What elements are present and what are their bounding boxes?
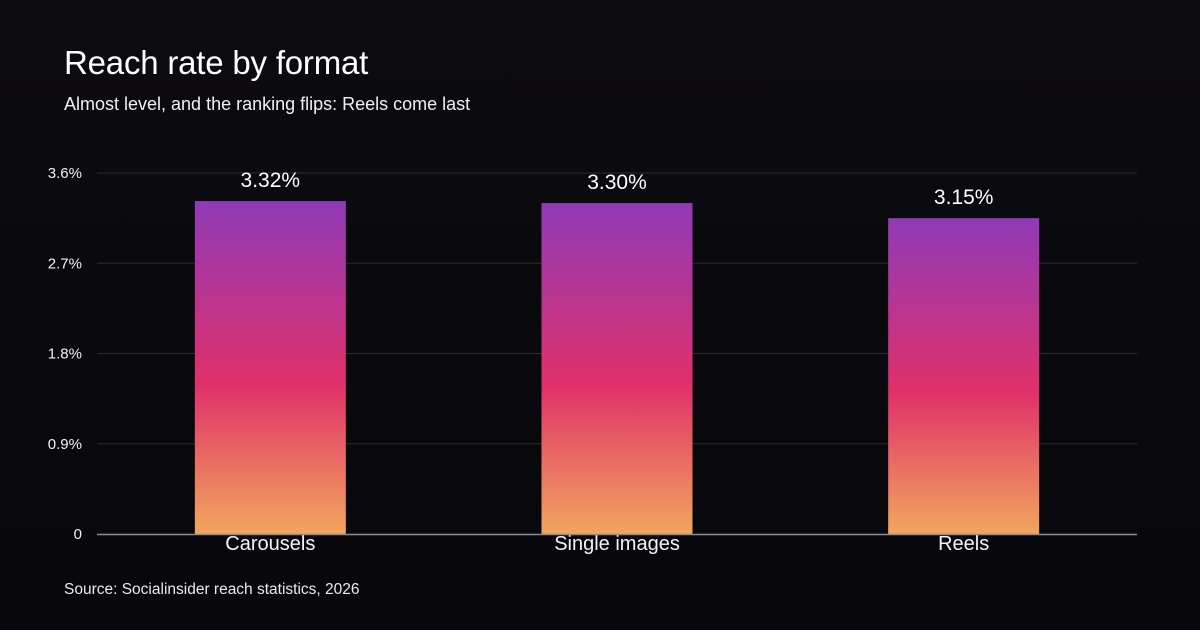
source-note: Source: Socialinsider reach statistics, … bbox=[64, 581, 360, 598]
bar-carousels bbox=[194, 201, 346, 535]
value-labels: 3.32% 3.30% 3.15% bbox=[241, 169, 994, 209]
y-tick-label: 3.6% bbox=[48, 165, 82, 182]
value-label: 3.32% bbox=[241, 169, 301, 192]
bar-single-images bbox=[541, 203, 693, 535]
value-label: 3.30% bbox=[587, 171, 647, 194]
chart-title: Reach rate by format bbox=[64, 44, 369, 81]
y-tick-label: 2.7% bbox=[48, 255, 82, 272]
chart-subtitle: Almost level, and the ranking flips: Ree… bbox=[64, 94, 471, 114]
y-tick-label: 1.8% bbox=[48, 346, 82, 363]
bars bbox=[194, 201, 1040, 535]
category-label: Single images bbox=[554, 533, 680, 555]
bar-reels bbox=[888, 218, 1040, 534]
y-axis-ticks: 0 0.9% 1.8% 2.7% 3.6% bbox=[48, 165, 82, 543]
category-label: Reels bbox=[938, 533, 989, 555]
category-label: Carousels bbox=[225, 533, 315, 555]
y-tick-label: 0 bbox=[74, 526, 82, 543]
x-axis-categories: Carousels Single images Reels bbox=[225, 533, 989, 555]
y-tick-label: 0.9% bbox=[48, 436, 82, 453]
value-label: 3.15% bbox=[934, 186, 994, 209]
